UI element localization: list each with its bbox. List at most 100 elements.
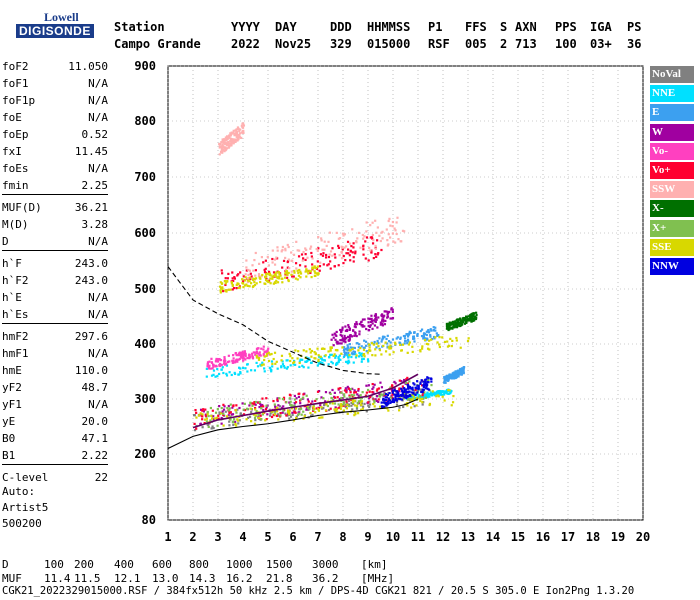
echo-point xyxy=(252,277,255,280)
echo-point xyxy=(346,346,350,349)
echo-point xyxy=(350,335,354,338)
echo-point xyxy=(380,401,383,404)
echo-point xyxy=(453,320,456,323)
echo-point xyxy=(427,343,430,346)
echo-point xyxy=(387,392,390,395)
echo-point xyxy=(301,364,304,367)
echo-point xyxy=(212,369,216,372)
x-tick-label: 13 xyxy=(461,530,475,544)
echo-point xyxy=(419,394,422,398)
echo-point xyxy=(416,332,419,336)
echo-point xyxy=(372,343,375,346)
echo-point xyxy=(368,403,372,406)
echo-point xyxy=(452,322,455,325)
param-name: h`Es xyxy=(2,308,29,321)
echo-point xyxy=(360,397,363,400)
echo-point xyxy=(241,350,244,354)
echo-point xyxy=(237,352,240,355)
echo-point xyxy=(389,347,393,350)
echo-point xyxy=(345,360,349,364)
echo-point xyxy=(309,405,312,408)
echo-point xyxy=(397,397,400,400)
echo-point xyxy=(294,349,297,352)
echo-point xyxy=(432,326,435,329)
echo-point xyxy=(353,325,356,328)
echo-point xyxy=(269,274,272,277)
version-label: 500200 xyxy=(2,517,42,530)
param-value: N/A xyxy=(88,235,108,248)
echo-point xyxy=(454,325,457,328)
echo-point xyxy=(454,374,457,377)
echo-point xyxy=(308,348,311,351)
echo-point xyxy=(289,364,292,367)
echo-point xyxy=(241,402,244,405)
echo-point xyxy=(326,264,329,267)
echo-point xyxy=(244,408,247,412)
echo-point xyxy=(277,270,280,274)
x-tick-label: 1 xyxy=(164,530,171,544)
echo-point xyxy=(362,248,365,251)
echo-point xyxy=(225,374,229,377)
echo-point xyxy=(428,395,431,398)
echo-point xyxy=(395,399,399,402)
echo-point xyxy=(371,237,374,240)
echo-point xyxy=(462,366,465,369)
echo-point xyxy=(224,282,227,285)
echo-point xyxy=(290,251,293,254)
echo-point xyxy=(255,356,259,359)
echo-point xyxy=(388,217,391,220)
echo-point xyxy=(295,240,298,243)
echo-point xyxy=(368,390,371,393)
echo-point xyxy=(335,341,338,344)
echo-point xyxy=(211,425,214,428)
echo-point xyxy=(267,280,270,283)
echo-point xyxy=(263,358,266,362)
echo-point xyxy=(438,336,441,339)
echo-point xyxy=(247,268,250,272)
echo-point xyxy=(222,359,226,362)
echo-point xyxy=(253,422,257,425)
echo-point xyxy=(237,273,240,276)
echo-point xyxy=(348,349,351,352)
echo-point xyxy=(241,278,244,281)
echo-point xyxy=(309,271,312,275)
echo-point xyxy=(329,407,332,410)
echo-point xyxy=(304,258,307,262)
echo-point xyxy=(423,338,427,342)
muf_values-value: 12.1 xyxy=(114,572,141,585)
echo-point xyxy=(345,407,348,410)
echo-point xyxy=(346,403,349,406)
echo-point xyxy=(231,140,234,143)
echo-point xyxy=(452,373,455,376)
echo-point xyxy=(286,243,289,247)
echo-point xyxy=(281,406,284,410)
echo-point xyxy=(387,402,390,405)
echo-point xyxy=(355,240,358,243)
echo-point xyxy=(287,258,290,261)
echo-point xyxy=(405,396,408,400)
echo-point xyxy=(246,416,250,419)
legend-item-nne: NNE xyxy=(650,85,694,103)
param-name: M(D) xyxy=(2,218,29,231)
param-row: MUF(D) 36.21 xyxy=(2,199,108,216)
echo-point xyxy=(310,355,313,358)
echo-point xyxy=(317,407,320,411)
echo-point xyxy=(254,400,258,404)
echo-point xyxy=(351,395,354,398)
echo-point xyxy=(472,312,475,315)
echo-point xyxy=(450,404,453,407)
echo-point xyxy=(298,249,301,252)
echo-point xyxy=(212,426,215,430)
echo-point xyxy=(337,244,340,247)
echo-point xyxy=(234,409,237,412)
echo-point xyxy=(347,359,350,362)
echo-point xyxy=(267,359,271,363)
x-tick-label: 11 xyxy=(411,530,425,544)
echo-point xyxy=(218,143,221,146)
param-name: fxI xyxy=(2,145,22,158)
echo-point xyxy=(210,374,214,377)
echo-point xyxy=(315,247,318,251)
echo-point xyxy=(239,271,242,274)
echo-point xyxy=(340,330,343,334)
echo-point xyxy=(359,399,362,402)
